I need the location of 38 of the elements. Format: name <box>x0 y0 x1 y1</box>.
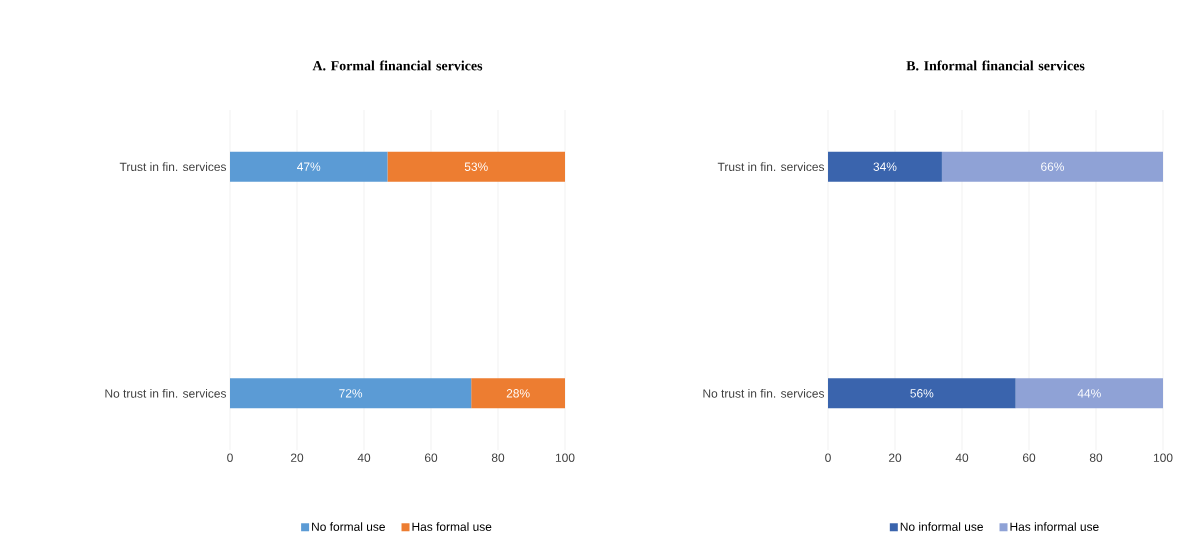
data-label: 53% <box>464 162 488 171</box>
bar <box>230 151 388 182</box>
data-label: 47% <box>297 162 321 171</box>
data-label: 34% <box>873 162 897 171</box>
x-tick-label: 0 <box>227 453 233 462</box>
bar <box>828 151 942 182</box>
bar <box>471 378 565 409</box>
chart-title: A. Formal financial services <box>312 60 483 71</box>
x-tick-label: 100 <box>1153 453 1173 462</box>
bar <box>941 151 1164 182</box>
data-label: 66% <box>1041 162 1064 171</box>
y-tick-label: Trust in fin. services <box>717 162 825 172</box>
legend-label: No formal use <box>312 522 385 531</box>
x-tick-label: 60 <box>424 453 438 462</box>
x-tick-label: 0 <box>825 453 831 462</box>
y-tick-label: No trust in fin. services <box>703 388 825 398</box>
legend-label: Has formal use <box>412 522 492 531</box>
data-label: 72% <box>339 389 363 398</box>
y-tick-label: Trust in fin. services <box>119 162 227 172</box>
x-tick-label: 100 <box>555 453 575 462</box>
data-label: 56% <box>910 389 934 398</box>
bar <box>230 378 472 409</box>
data-label: 28% <box>506 389 530 398</box>
chart-title: B. Informal financial services <box>906 60 1085 71</box>
x-tick-label: 60 <box>1022 453 1036 462</box>
bar <box>1015 378 1164 409</box>
x-tick-label: 20 <box>888 453 902 462</box>
x-tick-label: 80 <box>491 453 505 462</box>
x-tick-label: 20 <box>290 453 304 462</box>
legend-label: No informal use <box>900 522 983 531</box>
x-tick-label: 40 <box>357 453 371 462</box>
legend-label: Has informal use <box>1010 522 1099 531</box>
bar <box>387 151 565 182</box>
x-tick-label: 80 <box>1089 453 1103 462</box>
bar <box>828 378 1016 409</box>
y-tick-label: No trust in fin. services <box>105 388 227 398</box>
x-tick-label: 40 <box>955 453 969 462</box>
data-label: 44% <box>1077 389 1101 398</box>
